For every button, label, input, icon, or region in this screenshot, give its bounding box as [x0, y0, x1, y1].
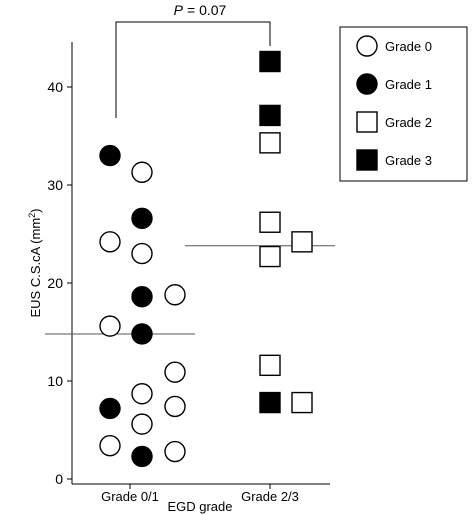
median-lines	[45, 245, 335, 335]
data-point-circle	[131, 207, 153, 230]
data-point-square	[259, 132, 281, 154]
legend-label: Grade 3	[385, 153, 432, 168]
p-value: = 0.07	[187, 2, 227, 18]
legend-label: Grade 2	[385, 115, 432, 130]
data-point-circle	[131, 286, 153, 308]
data-point-square	[259, 354, 281, 377]
y-tick-label: 10	[47, 373, 63, 389]
x-tick-label: Grade 0/1	[101, 489, 159, 504]
axes: 0 10 20 30 40 Grade 0/1 Grade 2/3 EGD grade EUS …	[27, 42, 330, 514]
data-point-circle	[131, 242, 153, 265]
legend-marker-square	[356, 149, 378, 171]
y-tick-label: 30	[47, 177, 63, 193]
data-point-square	[259, 211, 281, 233]
data-point-circle	[131, 323, 153, 345]
legend-marker-square	[356, 111, 378, 133]
p-value-label: P = 0.07	[174, 2, 227, 18]
data-point-square	[259, 391, 281, 414]
data-points	[99, 50, 313, 468]
data-point-circle	[99, 397, 121, 420]
data-point-circle	[99, 434, 121, 457]
data-point-circle	[164, 395, 186, 418]
y-tick-label: 20	[47, 275, 63, 291]
data-point-circle	[99, 315, 121, 337]
significance-annotation: P = 0.07	[115, 2, 271, 118]
data-point-square	[291, 391, 313, 414]
data-point-circle	[131, 445, 153, 468]
y-tick-label: 40	[47, 79, 63, 95]
data-point-circle	[99, 144, 121, 167]
legend-label: Grade 1	[385, 77, 432, 92]
y-tick-label: 0	[55, 471, 63, 487]
legend-marker-circle	[356, 73, 378, 95]
p-symbol: P	[174, 2, 184, 18]
legend: Grade 0 Grade 1 Grade 2 Grade 3	[339, 26, 468, 182]
data-point-circle	[164, 440, 186, 463]
data-point-circle	[131, 161, 153, 183]
data-point-circle	[131, 383, 153, 405]
x-axis-label: EGD grade	[167, 499, 232, 514]
x-tick-label: Grade 2/3	[241, 489, 299, 504]
data-point-square	[259, 245, 281, 268]
data-point-square	[259, 50, 281, 73]
y-axis-label-close: )	[28, 208, 43, 212]
data-point-circle	[164, 284, 186, 306]
significance-bracket	[115, 21, 271, 118]
legend-label: Grade 0	[385, 39, 432, 54]
legend-marker-circle	[356, 35, 378, 57]
data-point-circle	[99, 231, 121, 253]
data-point-square	[291, 231, 313, 253]
data-point-circle	[131, 413, 153, 435]
y-axis-label-base: EUS C.S.cA (mm	[28, 218, 43, 318]
y-axis-label: EUS C.S.cA (mm2)	[27, 208, 43, 317]
data-point-square	[259, 104, 281, 127]
data-point-circle	[164, 361, 186, 383]
y-axis-label-superscript: 2	[27, 213, 37, 218]
